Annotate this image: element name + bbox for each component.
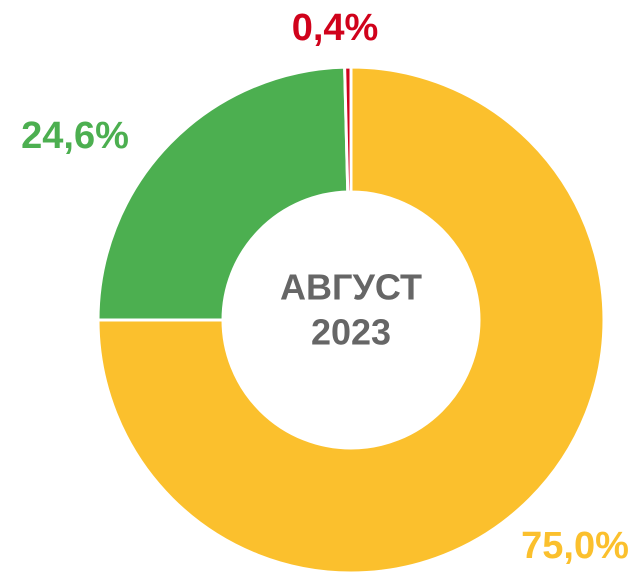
data-label: 24,6% [21,115,129,157]
data-label: 0,4% [292,7,379,49]
donut-slice [343,65,353,194]
center-label: 2023 [311,312,391,353]
data-label: 75,0% [521,525,629,567]
donut-slice [96,65,606,574]
center-label: АВГУСТ [280,267,422,308]
donut-slice [96,65,350,322]
